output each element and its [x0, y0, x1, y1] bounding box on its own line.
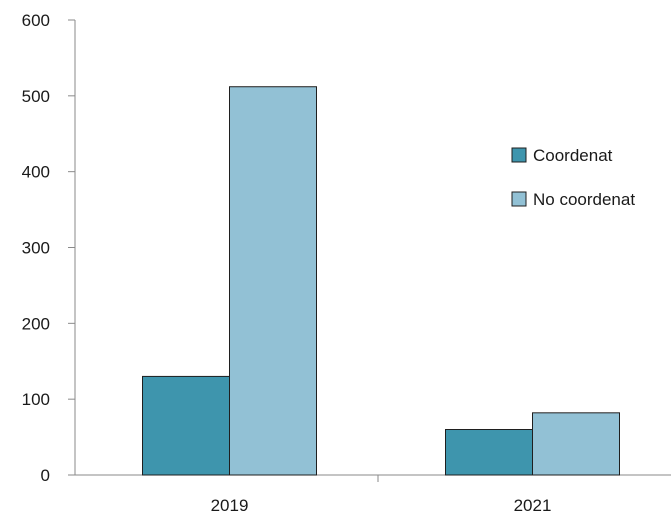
legend-label: No coordenat: [533, 190, 635, 209]
x-tick-label: 2019: [211, 496, 249, 515]
y-tick-label: 0: [41, 466, 50, 485]
y-tick-label: 500: [22, 87, 50, 106]
bar-no-coordenat-2021: [532, 412, 620, 476]
y-tick-label: 300: [22, 239, 50, 258]
x-tick-label: 2021: [514, 496, 552, 515]
y-tick-label: 100: [22, 390, 50, 409]
legend-swatch: [511, 191, 527, 207]
legend: Coordenat No coordenat: [511, 146, 635, 209]
bar-no-coordenat-2019: [229, 86, 317, 476]
legend-label: Coordenat: [533, 146, 613, 165]
bars: [142, 86, 620, 476]
legend-swatch: [511, 147, 527, 163]
y-axis: 0 100 200 300 400 500 600: [22, 11, 76, 485]
bar-coordenat-2019: [142, 375, 230, 476]
y-tick-label: 400: [22, 163, 50, 182]
bar-coordenat-2021: [445, 429, 533, 476]
x-axis: 2019 2021: [75, 474, 671, 515]
y-tick-label: 200: [22, 314, 50, 333]
y-tick-label: 600: [22, 11, 50, 30]
